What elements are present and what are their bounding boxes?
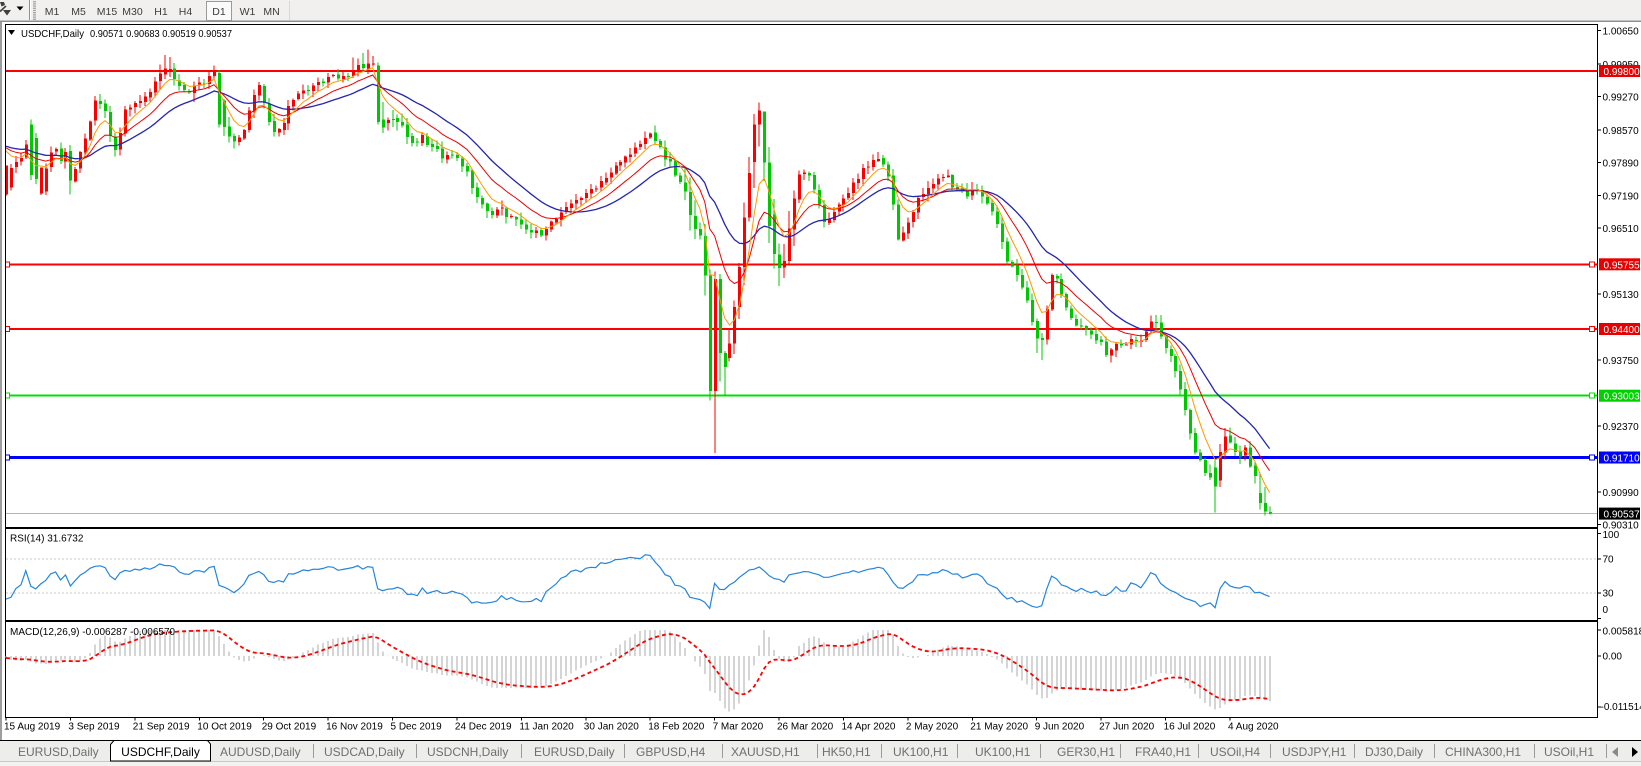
svg-text:M30: M30: [122, 6, 143, 18]
svg-text:H1: H1: [154, 6, 168, 18]
svg-text:14 Apr 2020: 14 Apr 2020: [842, 722, 896, 733]
svg-text:24 Dec 2019: 24 Dec 2019: [455, 722, 512, 733]
svg-text:MACD(12,26,9) -0.006287 -0.006: MACD(12,26,9) -0.006287 -0.006570: [10, 627, 176, 638]
svg-text:0.99270: 0.99270: [1603, 92, 1640, 103]
svg-text:MN: MN: [263, 6, 279, 18]
svg-text:-0.011514: -0.011514: [1601, 702, 1641, 713]
svg-text:7 Mar 2020: 7 Mar 2020: [713, 722, 764, 733]
svg-text:30: 30: [1603, 589, 1615, 600]
svg-text:30 Jan 2020: 30 Jan 2020: [584, 722, 639, 733]
svg-text:H4: H4: [179, 6, 193, 18]
svg-text:4 Aug 2020: 4 Aug 2020: [1228, 722, 1279, 733]
svg-text:AUDUSD,Daily: AUDUSD,Daily: [220, 745, 301, 759]
svg-text:100: 100: [1603, 530, 1620, 541]
svg-text:0.92370: 0.92370: [1603, 422, 1640, 433]
svg-text:0.91710: 0.91710: [1604, 454, 1641, 465]
svg-text:9 Jun 2020: 9 Jun 2020: [1035, 722, 1085, 733]
svg-text:DJ30,Daily: DJ30,Daily: [1365, 745, 1423, 759]
svg-text:0.90990: 0.90990: [1603, 488, 1640, 499]
svg-text:10 Oct 2019: 10 Oct 2019: [197, 722, 252, 733]
svg-text:UK100,H1: UK100,H1: [975, 745, 1031, 759]
svg-text:USDCHF,Daily: USDCHF,Daily: [21, 28, 85, 40]
svg-text:USDCNH,Daily: USDCNH,Daily: [427, 745, 508, 759]
svg-text:M15: M15: [97, 6, 118, 18]
svg-text:11 Jan 2020: 11 Jan 2020: [519, 722, 574, 733]
svg-text:16 Jul 2020: 16 Jul 2020: [1164, 722, 1216, 733]
svg-text:0.96510: 0.96510: [1603, 224, 1640, 235]
svg-text:CHINA300,H1: CHINA300,H1: [1445, 745, 1521, 759]
svg-text:M1: M1: [45, 6, 60, 18]
svg-text:RSI(14) 31.6732: RSI(14) 31.6732: [10, 534, 84, 545]
svg-text:0.90571 0.90683 0.90519 0.9053: 0.90571 0.90683 0.90519 0.90537: [90, 28, 232, 40]
svg-text:0: 0: [1603, 605, 1609, 616]
svg-text:W1: W1: [240, 6, 256, 18]
svg-text:USDCHF,Daily: USDCHF,Daily: [121, 745, 200, 759]
svg-text:18 Feb 2020: 18 Feb 2020: [648, 722, 705, 733]
svg-text:21 May 2020: 21 May 2020: [970, 722, 1028, 733]
svg-text:0.90310: 0.90310: [1603, 520, 1640, 531]
svg-text:3 Sep 2019: 3 Sep 2019: [68, 722, 120, 733]
svg-text:0.93750: 0.93750: [1603, 356, 1640, 367]
svg-text:0.00: 0.00: [1603, 652, 1623, 663]
svg-text:0.97890: 0.97890: [1603, 158, 1640, 169]
svg-text:15 Aug 2019: 15 Aug 2019: [4, 722, 61, 733]
svg-text:21 Sep 2019: 21 Sep 2019: [133, 722, 190, 733]
svg-text:29 Oct 2019: 29 Oct 2019: [262, 722, 317, 733]
svg-text:2 May 2020: 2 May 2020: [906, 722, 959, 733]
svg-text:70: 70: [1603, 555, 1615, 566]
svg-text:GER30,H1: GER30,H1: [1057, 745, 1115, 759]
svg-text:0.95130: 0.95130: [1603, 290, 1640, 301]
svg-text:USDJPY,H1: USDJPY,H1: [1282, 745, 1347, 759]
svg-text:0.005818: 0.005818: [1603, 627, 1641, 638]
svg-text:USOil,H1: USOil,H1: [1544, 745, 1594, 759]
svg-text:5 Dec 2019: 5 Dec 2019: [391, 722, 443, 733]
svg-text:0.95755: 0.95755: [1604, 260, 1641, 271]
svg-text:M5: M5: [71, 6, 86, 18]
svg-text:0.99800: 0.99800: [1604, 67, 1641, 78]
svg-text:0.93003: 0.93003: [1604, 392, 1641, 403]
svg-text:UK100,H1: UK100,H1: [893, 745, 949, 759]
svg-text:FRA40,H1: FRA40,H1: [1135, 745, 1191, 759]
svg-text:16 Nov 2019: 16 Nov 2019: [326, 722, 383, 733]
svg-text:USOil,H4: USOil,H4: [1210, 745, 1260, 759]
svg-text:USDCAD,Daily: USDCAD,Daily: [324, 745, 405, 759]
svg-text:EURUSD,Daily: EURUSD,Daily: [18, 745, 99, 759]
svg-text:26 Mar 2020: 26 Mar 2020: [777, 722, 834, 733]
svg-text:0.98570: 0.98570: [1603, 126, 1640, 137]
svg-text:27 Jun 2020: 27 Jun 2020: [1099, 722, 1154, 733]
svg-text:0.90537: 0.90537: [1604, 510, 1641, 521]
svg-text:0.97190: 0.97190: [1603, 192, 1640, 203]
svg-text:XAUUSD,H1: XAUUSD,H1: [731, 745, 800, 759]
svg-text:1.00650: 1.00650: [1603, 26, 1640, 37]
svg-text:D1: D1: [212, 6, 226, 18]
svg-text:0.94400: 0.94400: [1604, 325, 1641, 336]
svg-text:EURUSD,Daily: EURUSD,Daily: [534, 745, 615, 759]
svg-text:HK50,H1: HK50,H1: [822, 745, 871, 759]
svg-text:GBPUSD,H4: GBPUSD,H4: [636, 745, 706, 759]
